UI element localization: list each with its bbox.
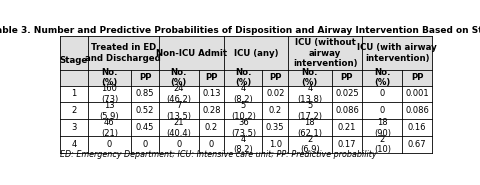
- Text: 18
(90): 18 (90): [374, 118, 391, 138]
- Text: 24
(46.2): 24 (46.2): [166, 84, 191, 104]
- Text: 7
(13.5): 7 (13.5): [166, 101, 191, 121]
- Text: 0.086: 0.086: [335, 106, 359, 115]
- Text: 4
(8.2): 4 (8.2): [233, 135, 253, 154]
- Text: 0.85: 0.85: [136, 90, 154, 98]
- Text: 0.16: 0.16: [408, 123, 426, 132]
- Text: PP: PP: [341, 73, 353, 82]
- Text: 0.001: 0.001: [405, 90, 429, 98]
- Text: 0.52: 0.52: [136, 106, 154, 115]
- Text: 2: 2: [71, 106, 76, 115]
- Text: 4
(8.2): 4 (8.2): [233, 84, 253, 104]
- Text: 5
(17.2): 5 (17.2): [297, 101, 322, 121]
- Text: 0.45: 0.45: [136, 123, 154, 132]
- Text: No.
(%): No. (%): [235, 68, 252, 87]
- Text: 0: 0: [107, 140, 112, 149]
- Text: Table 3. Number and Predictive Probabilities of Disposition and Airway Intervent: Table 3. Number and Predictive Probabili…: [0, 26, 480, 36]
- Text: 0: 0: [143, 140, 148, 149]
- Text: 0.67: 0.67: [408, 140, 426, 149]
- Text: 0.17: 0.17: [338, 140, 356, 149]
- Text: 4
(13.8): 4 (13.8): [297, 84, 323, 104]
- Text: ED: Emergency Department; ICU: Intensive care unit; PP: Predictive probability: ED: Emergency Department; ICU: Intensive…: [60, 150, 377, 159]
- Text: 0.2: 0.2: [269, 106, 282, 115]
- Bar: [60, 36, 432, 153]
- Text: Non-ICU Admit: Non-ICU Admit: [156, 49, 227, 58]
- Text: No.
(%): No. (%): [374, 68, 391, 87]
- Text: PP: PP: [205, 73, 218, 82]
- Text: 160
(73): 160 (73): [101, 84, 118, 104]
- Text: No.
(%): No. (%): [101, 68, 118, 87]
- Text: 1: 1: [71, 90, 76, 98]
- Text: 0.28: 0.28: [202, 106, 221, 115]
- Text: 0.025: 0.025: [335, 90, 359, 98]
- Text: Stage: Stage: [60, 56, 88, 65]
- Text: 0.13: 0.13: [202, 90, 221, 98]
- Text: ICU (without
airway
intervention): ICU (without airway intervention): [293, 38, 358, 68]
- Text: ICU (any): ICU (any): [234, 49, 278, 58]
- Text: No.
(%): No. (%): [170, 68, 187, 87]
- Text: 5
(10.2): 5 (10.2): [231, 101, 256, 121]
- Text: 0: 0: [209, 140, 214, 149]
- Text: 3: 3: [71, 123, 76, 132]
- Text: 21
(40.4): 21 (40.4): [167, 118, 191, 138]
- Text: ICU (with airway
intervention): ICU (with airway intervention): [357, 43, 437, 63]
- Text: PP: PP: [139, 73, 151, 82]
- Text: 36
(73.5): 36 (73.5): [231, 118, 256, 138]
- Text: PP: PP: [269, 73, 281, 82]
- Text: 0: 0: [176, 140, 181, 149]
- Text: 0.35: 0.35: [266, 123, 285, 132]
- Text: Treated in ED
and Discharged: Treated in ED and Discharged: [85, 43, 161, 63]
- Text: 2
(6.9): 2 (6.9): [300, 135, 320, 154]
- Text: 0: 0: [380, 106, 385, 115]
- Text: 4: 4: [71, 140, 76, 149]
- Text: 18
(62.1): 18 (62.1): [297, 118, 322, 138]
- Text: PP: PP: [411, 73, 423, 82]
- Text: 0.086: 0.086: [405, 106, 429, 115]
- Bar: [60, 36, 432, 85]
- Text: 46
(21): 46 (21): [101, 118, 118, 138]
- Text: 13
(5.9): 13 (5.9): [100, 101, 119, 121]
- Text: 1.0: 1.0: [269, 140, 282, 149]
- Text: 2
(10): 2 (10): [374, 135, 391, 154]
- Text: 0.02: 0.02: [266, 90, 285, 98]
- Text: 0.21: 0.21: [338, 123, 356, 132]
- Text: 0.2: 0.2: [205, 123, 218, 132]
- Text: No.
(%): No. (%): [301, 68, 318, 87]
- Text: 0: 0: [380, 90, 385, 98]
